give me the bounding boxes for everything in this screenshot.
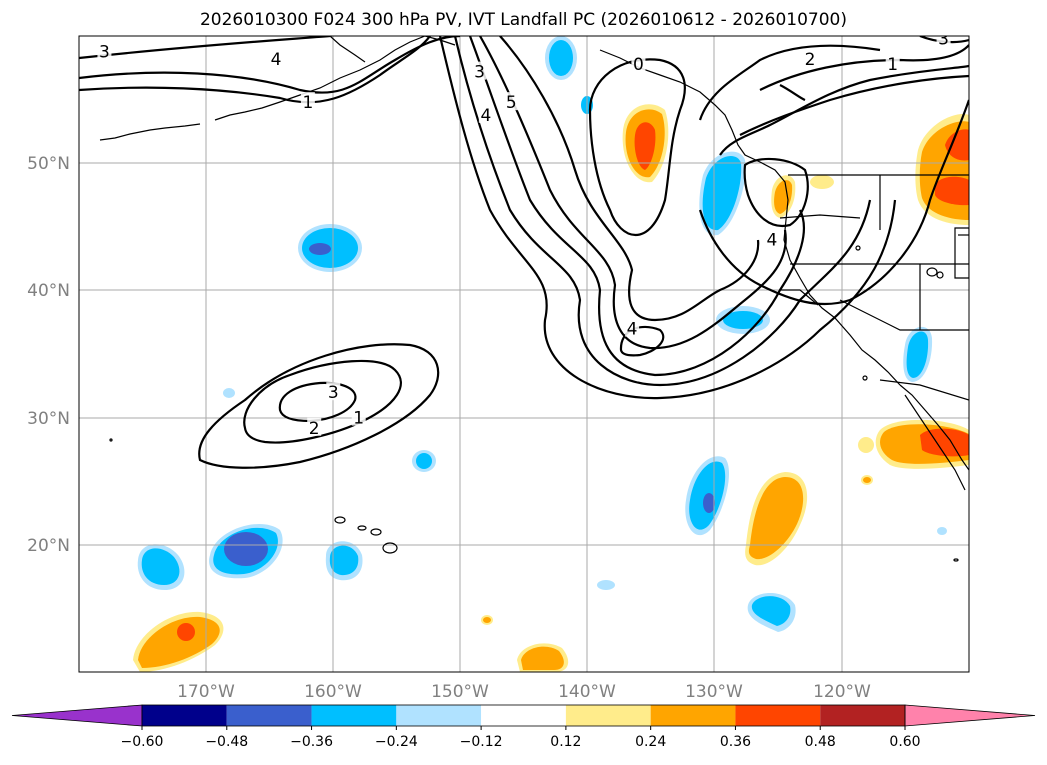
contour-label-bg bbox=[764, 229, 779, 248]
colorbar-segment bbox=[396, 705, 482, 726]
lon-label-130w: 130°W bbox=[685, 682, 743, 702]
contour-label-bg bbox=[307, 417, 322, 436]
contour-label: 3 bbox=[99, 42, 110, 62]
contour-label-bg bbox=[478, 104, 493, 123]
colorbar-segment bbox=[735, 705, 821, 726]
colorbar-outline bbox=[141, 704, 906, 727]
contour-label: 1 bbox=[887, 55, 898, 75]
colorbar-segment bbox=[565, 705, 651, 726]
colorbar-extend-min bbox=[11, 704, 143, 727]
colorbar-tick-label: 0.48 bbox=[805, 734, 836, 750]
colorbar-segment bbox=[311, 705, 397, 726]
colorbar-tick-label: −0.48 bbox=[205, 734, 248, 750]
colorbar-tick-label: 0.36 bbox=[720, 734, 751, 750]
lat-axis: 50°N 40°N 30°N 20°N bbox=[27, 154, 70, 556]
lon-label-170w: 170°W bbox=[177, 682, 235, 702]
contour-label: 0 bbox=[633, 55, 644, 75]
contour-label-bg bbox=[351, 407, 366, 426]
contour-label: 1 bbox=[302, 93, 313, 113]
colorbar-segment bbox=[820, 705, 905, 726]
contour-label-bg bbox=[631, 53, 646, 72]
coastlines bbox=[99, 36, 969, 562]
lat-label-40n: 40°N bbox=[27, 281, 70, 301]
lat-label-20n: 20°N bbox=[27, 536, 70, 556]
colorbar-tick-label: −0.24 bbox=[375, 734, 418, 750]
lat-label-50n: 50°N bbox=[27, 154, 70, 174]
colorbar-tick-label: −0.12 bbox=[460, 734, 503, 750]
contour-label: 4 bbox=[271, 50, 282, 70]
colorbar-segment bbox=[481, 705, 566, 726]
colorbar-segment bbox=[226, 705, 312, 726]
lon-label-150w: 150°W bbox=[431, 682, 489, 702]
contour-label: 3 bbox=[938, 30, 949, 50]
contour-label-bg bbox=[300, 92, 315, 111]
lon-label-140w: 140°W bbox=[558, 682, 616, 702]
colorbar-tick-label: 0.60 bbox=[889, 734, 920, 750]
contour-label-bg bbox=[472, 61, 487, 80]
contour-label-bg bbox=[269, 48, 284, 67]
colorbar-tick-label: −0.36 bbox=[290, 734, 333, 750]
contour-label-bg bbox=[625, 318, 640, 337]
pv-contours bbox=[79, 36, 969, 469]
contour-label: 3 bbox=[328, 383, 339, 403]
contour-label: 3 bbox=[474, 63, 485, 83]
graticule bbox=[79, 36, 969, 672]
colorbar-segment bbox=[650, 705, 736, 726]
lat-label-30n: 30°N bbox=[27, 409, 70, 429]
colorbar-tick-label: −0.60 bbox=[121, 734, 164, 750]
lon-label-160w: 160°W bbox=[304, 682, 362, 702]
map-title: 2026010300 F024 300 hPa PV, IVT Landfall… bbox=[199, 10, 847, 30]
contour-label-bg bbox=[803, 48, 818, 67]
contour-label-bg bbox=[936, 36, 951, 47]
contour-label-bg bbox=[326, 382, 341, 401]
contour-label-bg bbox=[504, 92, 519, 111]
contour-label: 4 bbox=[767, 231, 778, 251]
map-frame bbox=[78, 35, 970, 673]
contour-label: 4 bbox=[627, 320, 638, 340]
colorbar-segment bbox=[142, 705, 227, 726]
lon-label-120w: 120°W bbox=[813, 682, 871, 702]
colorbar-tick-label: 0.12 bbox=[550, 734, 581, 750]
contour-label: 4 bbox=[480, 106, 491, 126]
ivt-shading bbox=[133, 36, 969, 672]
colorbar-tick-label: 0.24 bbox=[635, 734, 666, 750]
colorbar-extend-max bbox=[904, 704, 1036, 727]
contour-label: 2 bbox=[805, 50, 816, 70]
contour-label-bg bbox=[97, 41, 112, 60]
colorbar: −0.60 −0.48 −0.36 −0.24 −0.12 0.12 0.24 0.36 0.4… bbox=[11, 704, 1036, 750]
contour-label: 5 bbox=[506, 93, 517, 113]
negative-anomaly-regions bbox=[137, 36, 947, 632]
contour-label-bg bbox=[885, 53, 900, 72]
lon-axis: 170°W 160°W 150°W 140°W 130°W 120°W bbox=[177, 682, 871, 702]
contour-label: 2 bbox=[309, 419, 320, 439]
contour-label: 1 bbox=[353, 409, 364, 429]
